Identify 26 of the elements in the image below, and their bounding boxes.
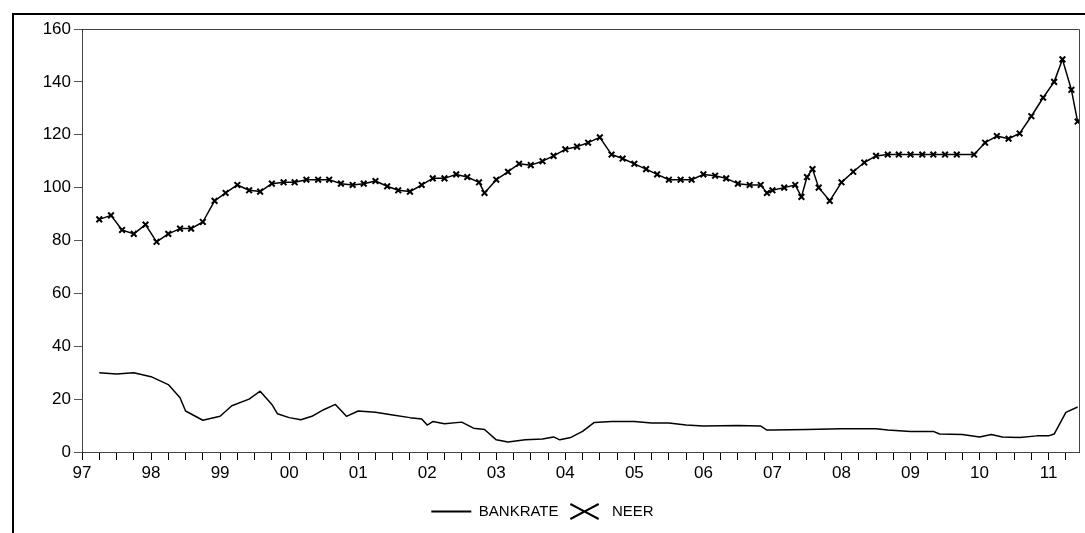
x-tick-label: 00 [279, 462, 299, 482]
legend-label: NEER [612, 501, 654, 519]
x-tick-label: 01 [348, 462, 368, 482]
x-tick-label: 99 [210, 462, 230, 482]
x-tick-label: 11 [1039, 462, 1058, 482]
x-tick-label: 09 [901, 462, 920, 482]
x-tick-label: 03 [486, 462, 506, 482]
y-tick-label: 120 [42, 124, 71, 144]
x-tick-label: 98 [141, 462, 161, 482]
x-tick-label: 04 [555, 462, 575, 482]
x-tick-label: 05 [624, 462, 644, 482]
y-tick-label: 140 [42, 71, 71, 91]
x-tick-label: 10 [970, 462, 990, 482]
x-tick-label: 08 [832, 462, 851, 482]
x-tick-label: 07 [762, 462, 782, 482]
y-tick-label: 100 [42, 177, 71, 197]
x-tick-label: 06 [693, 462, 713, 482]
y-tick-label: 60 [52, 283, 71, 303]
y-tick-label: 40 [52, 335, 71, 355]
x-tick-label: 02 [417, 462, 437, 482]
legend-label: BANKRATE [478, 501, 559, 519]
y-tick-label: 0 [61, 441, 71, 461]
y-tick-label: 160 [42, 18, 71, 38]
y-tick-label: 80 [52, 230, 71, 250]
x-tick-label: 97 [72, 462, 92, 482]
y-tick-label: 20 [52, 388, 71, 408]
